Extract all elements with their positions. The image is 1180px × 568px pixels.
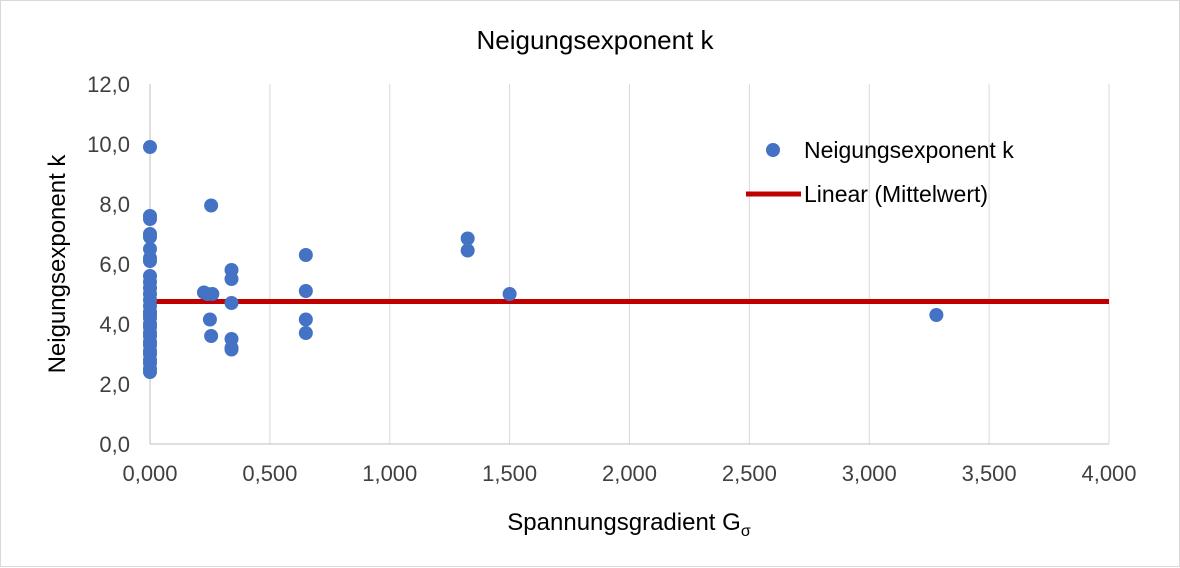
x-tick-label: 0,500	[242, 461, 297, 486]
data-point	[224, 296, 239, 310]
x-tick-label: 1,000	[362, 461, 417, 486]
y-tick-label: 4,0	[99, 312, 130, 337]
y-tick-label: 2,0	[99, 372, 130, 397]
x-tick-label: 2,500	[722, 461, 777, 486]
y-tick-labels: 0,0 2,0 4,0 6,0 8,0 10,0 12,0	[87, 72, 130, 457]
data-point	[460, 231, 475, 246]
data-point	[460, 243, 475, 258]
data-marks	[143, 140, 1109, 379]
data-point	[298, 284, 313, 298]
grid-lines	[269, 84, 1110, 444]
y-tick-label: 12,0	[87, 72, 130, 97]
data-point	[298, 326, 313, 340]
data-point	[143, 212, 157, 226]
y-tick-label: 8,0	[99, 192, 130, 217]
legend: Neigungsexponent k Linear (Mittelwert)	[746, 137, 1014, 207]
chart-title: Neigungsexponent k	[476, 25, 714, 55]
data-point	[929, 308, 944, 322]
x-axis-title-subscript: σ	[741, 523, 751, 540]
x-axis-title-main: Spannungsgradient G	[507, 509, 741, 536]
data-point	[143, 140, 157, 154]
data-point	[202, 312, 217, 327]
x-tick-label: 1,500	[482, 461, 537, 486]
y-axis-title: Neigungsexponent k	[44, 154, 71, 374]
data-point	[205, 287, 220, 301]
data-point	[224, 272, 239, 286]
x-tick-label: 0,000	[122, 461, 177, 486]
data-point	[298, 248, 313, 262]
data-point	[143, 254, 157, 268]
y-tick-label: 10,0	[87, 132, 130, 157]
x-tick-label: 4,000	[1081, 461, 1136, 486]
x-tick-label: 3,500	[962, 461, 1017, 486]
y-tick-label: 6,0	[99, 252, 130, 277]
data-point	[204, 329, 219, 343]
legend-label-line: Linear (Mittelwert)	[804, 181, 988, 207]
x-tick-label: 2,000	[602, 461, 657, 486]
y-tick-label: 0,0	[99, 432, 130, 457]
legend-marker-scatter	[766, 143, 780, 157]
data-point	[502, 287, 517, 301]
x-tick-labels: 0,000 0,500 1,000 1,500 2,000 2,500 3,000 3,500…	[122, 461, 1136, 486]
data-point	[298, 312, 313, 327]
data-point	[204, 198, 219, 213]
data-point	[143, 230, 157, 244]
legend-label-scatter: Neigungsexponent k	[804, 137, 1014, 163]
data-point	[143, 365, 157, 379]
data-point	[224, 342, 239, 357]
x-axis-title: Spannungsgradient Gσ	[507, 509, 751, 540]
x-tick-label: 3,000	[842, 461, 897, 486]
